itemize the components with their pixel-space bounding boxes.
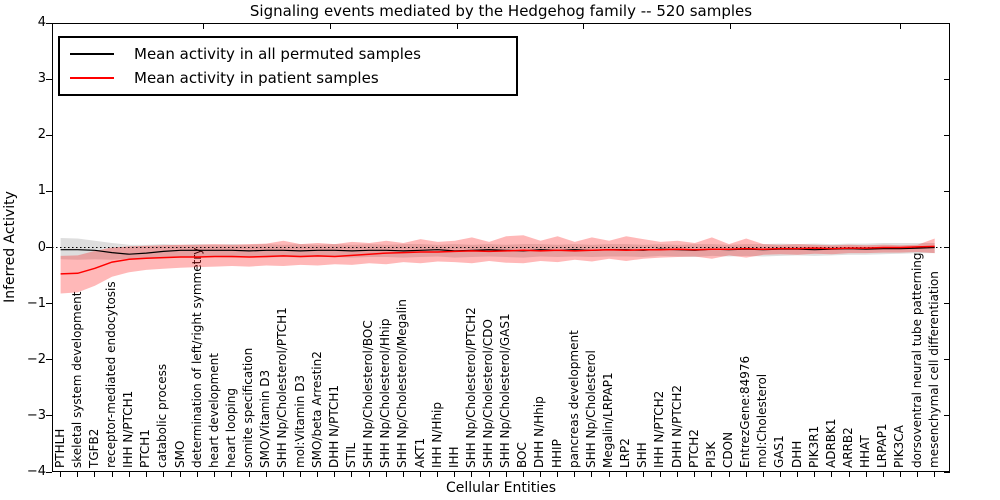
y-tick-right [944,303,950,305]
x-tick [539,472,541,477]
x-tick [659,472,661,477]
x-tick [471,472,473,477]
y-tick-label: −1 [26,295,46,311]
x-tick [111,472,113,477]
x-tick [762,472,764,477]
y-tick [46,471,52,473]
y-tick [46,190,52,192]
x-tick-top [899,23,901,29]
y-tick-right [944,78,950,80]
x-tick [180,472,182,477]
x-tick [848,472,850,477]
chart-canvas [52,235,950,294]
x-tick [282,472,284,477]
x-tick [231,472,233,477]
x-tick [797,472,799,477]
y-tick-right [944,415,950,417]
x-tick [77,472,79,477]
y-tick-right [944,471,950,473]
y-tick-label: 1 [37,183,46,199]
x-tick [642,472,644,477]
x-tick [420,472,422,477]
y-tick [46,134,52,136]
x-tick [145,472,147,477]
legend-label-patient: Mean activity in patient samples [134,69,379,88]
y-tick-label: −3 [26,407,46,423]
y-tick-label: 2 [37,127,46,143]
x-tick [385,472,387,477]
x-tick-top [329,23,331,29]
patient-mean-line [60,245,935,275]
permuted-band [60,238,935,260]
x-tick [557,472,559,477]
x-axis-label: Cellular Entities [445,480,557,496]
x-tick-top [582,23,584,29]
x-tick [831,472,833,477]
y-tick-right [944,359,950,361]
x-tick [677,472,679,477]
x-tick [934,472,936,477]
y-tick [46,415,52,417]
x-tick [505,472,507,477]
x-tick [917,472,919,477]
y-tick [46,247,52,248]
x-tick [522,472,524,477]
x-tick [248,472,250,477]
x-tick [711,472,713,477]
x-tick [300,472,302,477]
y-tick-label: 3 [37,71,46,87]
x-tick [488,472,490,477]
x-tick-top [456,23,458,29]
x-tick [608,472,610,477]
y-tick-right [944,134,950,136]
permuted-line-swatch [70,52,114,55]
x-tick [865,472,867,477]
chart-title: Signaling events mediated by the Hedgeho… [249,2,753,20]
y-tick [46,78,52,80]
x-tick [368,472,370,477]
x-tick [317,472,319,477]
y-tick-right [944,247,950,248]
x-tick [334,472,336,477]
x-tick [60,472,62,477]
y-tick-label: 0 [37,239,46,255]
y-tick-right [944,22,950,24]
x-tick [128,472,130,477]
y-tick-label: 4 [37,15,46,30]
patient-line-swatch [70,77,114,80]
x-tick-top [202,23,204,29]
x-tick [625,472,627,477]
legend-label-permuted: Mean activity in all permuted samples [134,44,421,63]
y-tick-label: −2 [26,351,46,367]
x-tick [779,472,781,477]
y-tick [46,303,52,305]
x-tick-top [729,23,731,29]
x-tick [437,472,439,477]
x-tick [214,472,216,477]
legend: Mean activity in all permuted samples Me… [58,36,518,96]
x-tick [197,472,199,477]
legend-item-permuted: Mean activity in all permuted samples [60,45,516,63]
legend-item-patient: Mean activity in patient samples [60,69,516,87]
y-tick [46,359,52,361]
x-tick [402,472,404,477]
x-tick [745,472,747,477]
y-tick-right [944,190,950,192]
x-tick [265,472,267,477]
x-tick [694,472,696,477]
x-tick [454,472,456,477]
x-tick [882,472,884,477]
x-tick [814,472,816,477]
x-tick [574,472,576,477]
x-tick [591,472,593,477]
x-tick [351,472,353,477]
x-tick [728,472,730,477]
y-tick [46,22,52,24]
x-tick [162,472,164,477]
x-tick [899,472,901,477]
y-tick-label: −4 [26,464,46,479]
x-tick [94,472,96,477]
